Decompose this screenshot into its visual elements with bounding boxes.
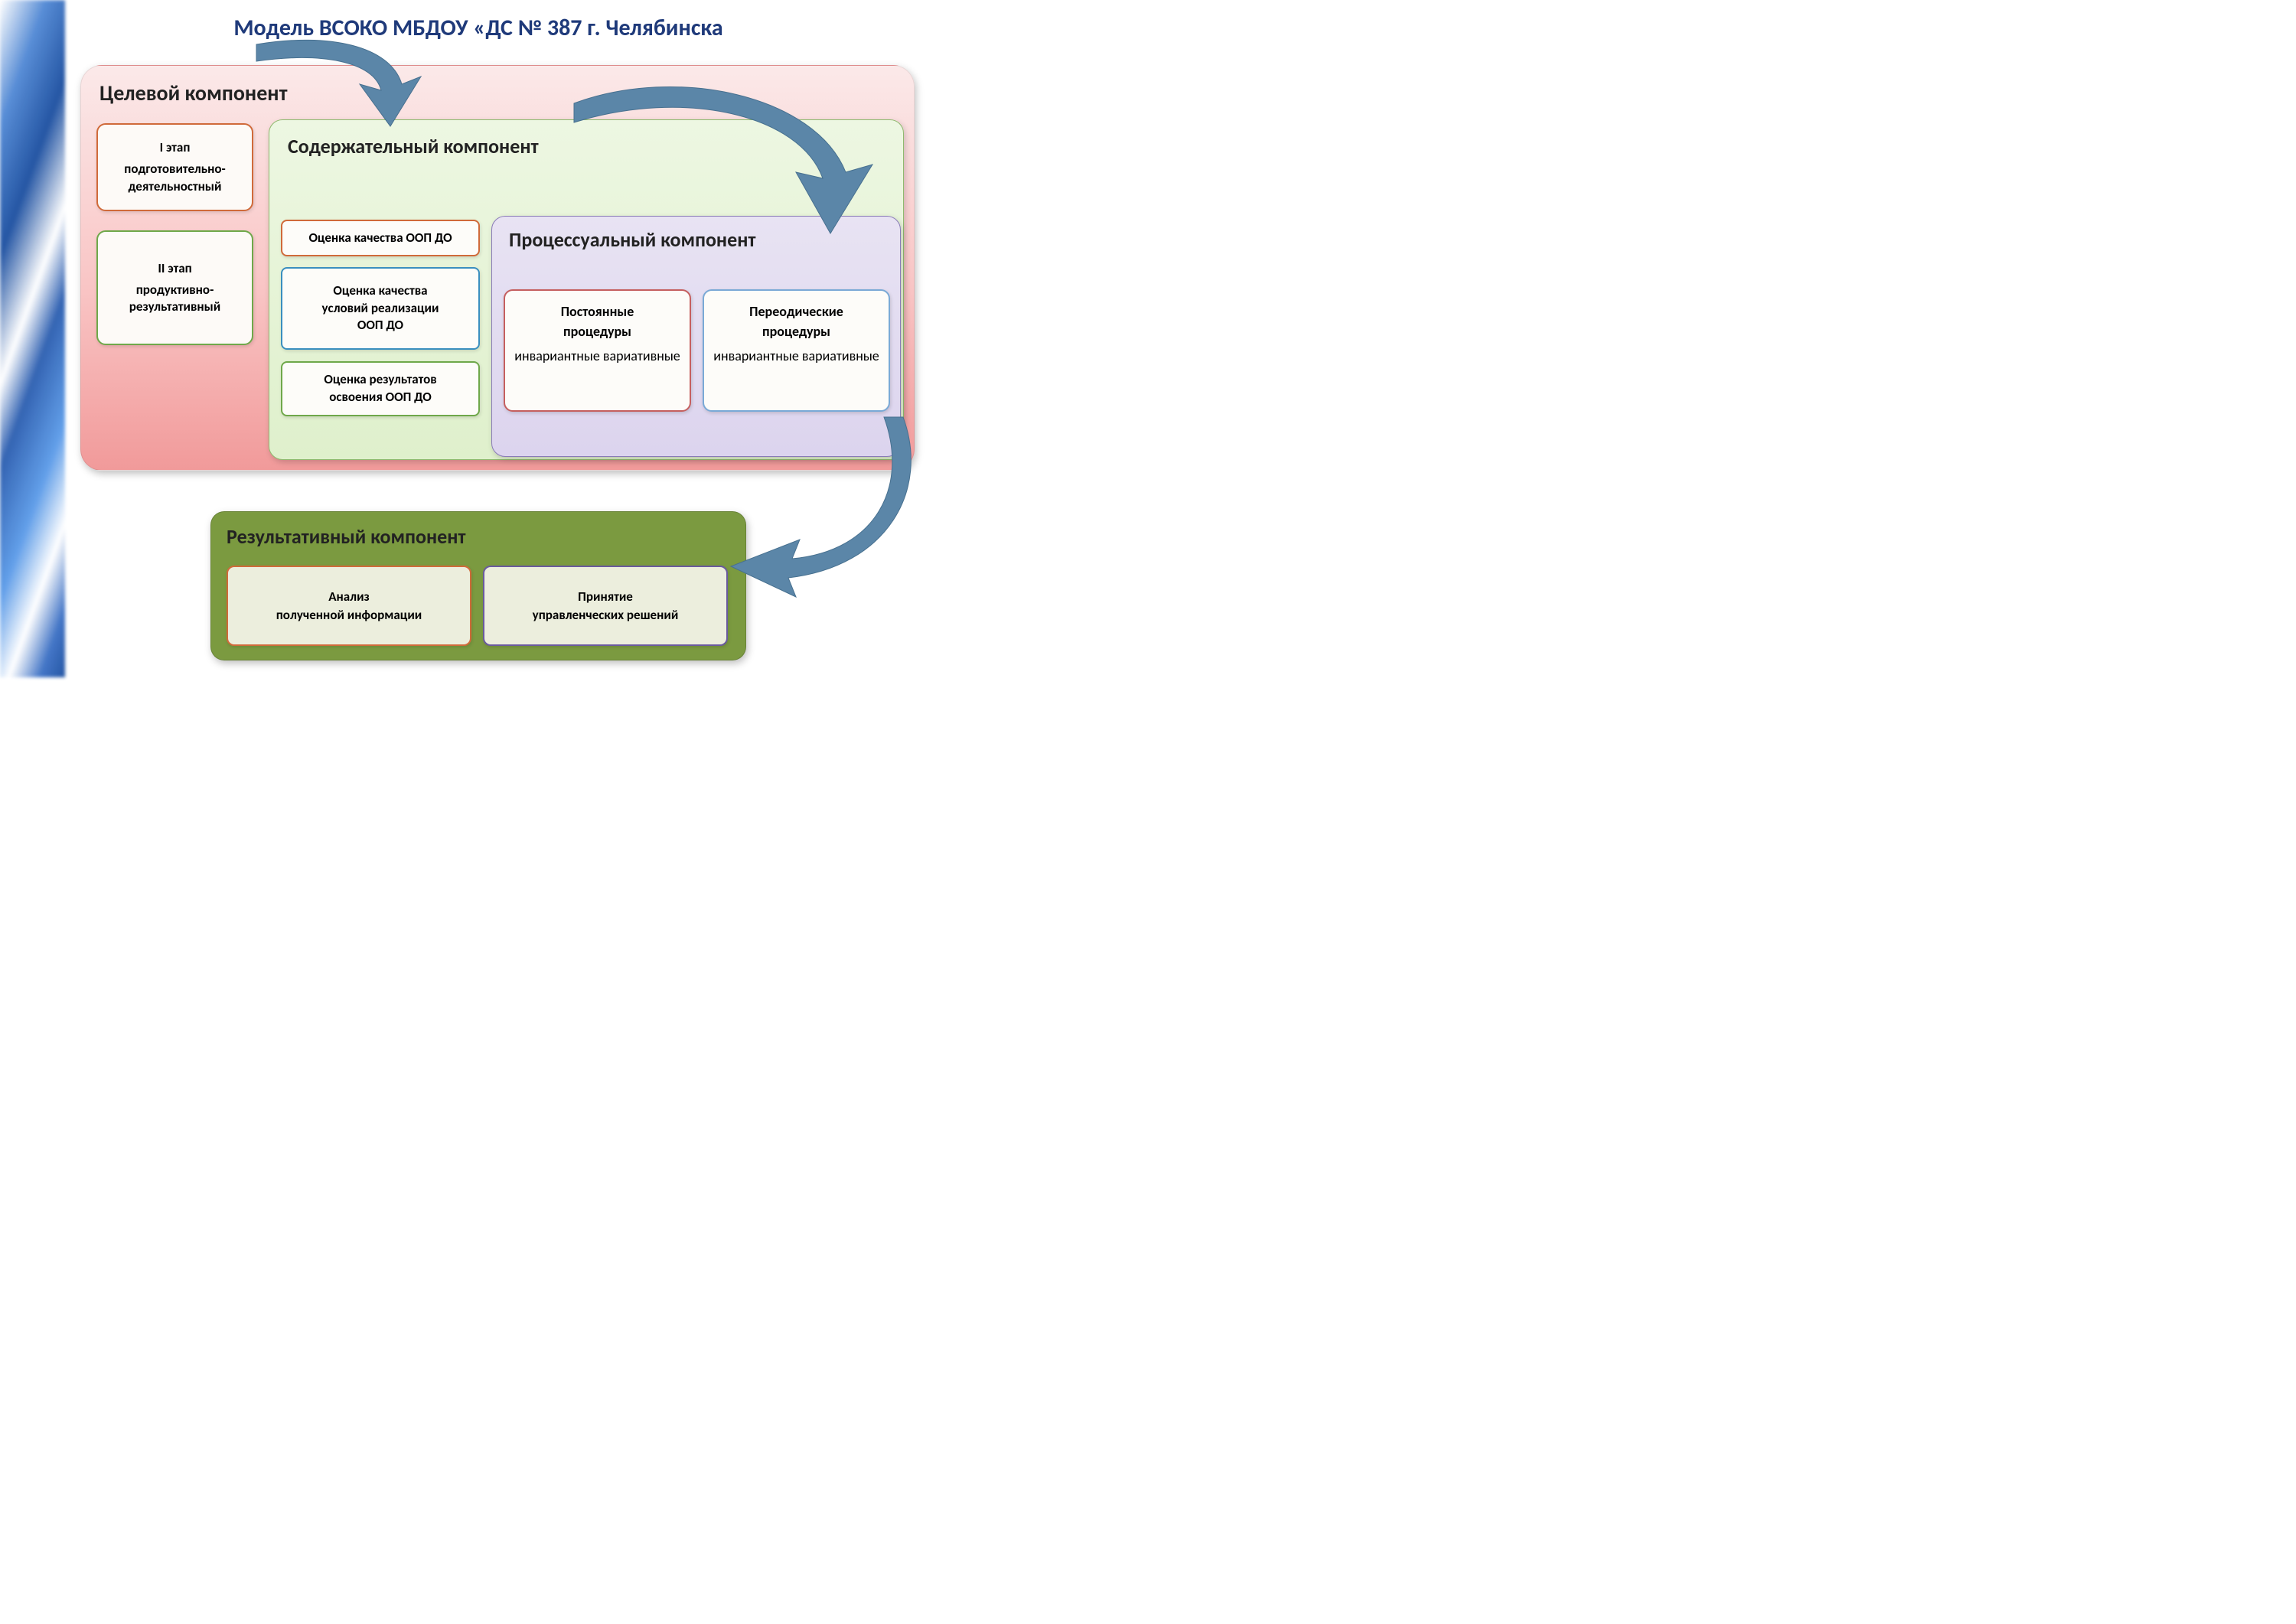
content-component-header: Содержательный компонент xyxy=(288,134,539,158)
res-2-line1: Принятие xyxy=(578,588,633,606)
res-1-line1: Анализ xyxy=(328,588,370,606)
result-box-1: Анализ полученной информации xyxy=(227,566,471,646)
proc-1-line2: процедуры xyxy=(511,321,683,341)
eval-2-line1: Оценка качества xyxy=(333,282,427,300)
eval-box-1: Оценка качества ООП ДО xyxy=(281,220,480,256)
proc-2-line1: Переодические xyxy=(710,302,882,321)
stage-2-name: II этап xyxy=(158,260,191,277)
proc-2-line2: процедуры xyxy=(710,321,882,341)
stage-1-desc2: деятельностный xyxy=(129,178,222,195)
stage-1-desc1: подготовительно- xyxy=(124,161,225,178)
process-component-panel: Процессуальный компонент Постоянные проц… xyxy=(491,216,901,457)
proc-2-sub: инвариантные вариативные xyxy=(710,346,882,366)
eval-2-line3: ООП ДО xyxy=(357,317,403,334)
stage-2-box: II этап продуктивно- результативный xyxy=(96,230,253,345)
proc-1-sub: инвариантные вариативные xyxy=(511,346,683,366)
eval-box-3: Оценка результатов освоения ООП ДО xyxy=(281,361,480,416)
content-component-panel: Содержательный компонент Оценка качества… xyxy=(269,119,904,460)
res-1-line2: полученной информации xyxy=(276,606,422,624)
process-component-header: Процессуальный компонент xyxy=(509,227,756,252)
eval-3-line1: Оценка результатов xyxy=(324,371,436,389)
eval-3-line2: освоения ООП ДО xyxy=(329,389,432,406)
eval-2-line2: условий реализации xyxy=(322,300,439,318)
target-component-panel: Целевой компонент I этап подготовительно… xyxy=(80,65,915,471)
eval-1-line1: Оценка качества ООП ДО xyxy=(308,230,452,247)
result-component-header: Результативный компонент xyxy=(227,524,730,549)
process-box-1: Постоянные процедуры инвариантные вариат… xyxy=(504,289,691,412)
stage-2-desc2: результативный xyxy=(129,298,220,315)
result-component-panel: Результативный компонент Анализ полученн… xyxy=(210,511,746,660)
page-title: Модель ВСОКО МБДОУ «ДС № 387 г. Челябинс… xyxy=(0,14,957,42)
result-box-2: Принятие управленческих решений xyxy=(483,566,728,646)
res-2-line2: управленческих решений xyxy=(533,606,679,624)
proc-1-line1: Постоянные xyxy=(511,302,683,321)
stage-1-name: I этап xyxy=(160,139,191,156)
stage-2-desc1: продуктивно- xyxy=(136,282,214,298)
eval-box-2: Оценка качества условий реализации ООП Д… xyxy=(281,267,480,350)
target-component-header: Целевой компонент xyxy=(99,80,895,106)
process-box-2: Переодические процедуры инвариантные вар… xyxy=(703,289,890,412)
decorative-sidebar xyxy=(0,0,65,677)
stage-1-box: I этап подготовительно- деятельностный xyxy=(96,123,253,211)
